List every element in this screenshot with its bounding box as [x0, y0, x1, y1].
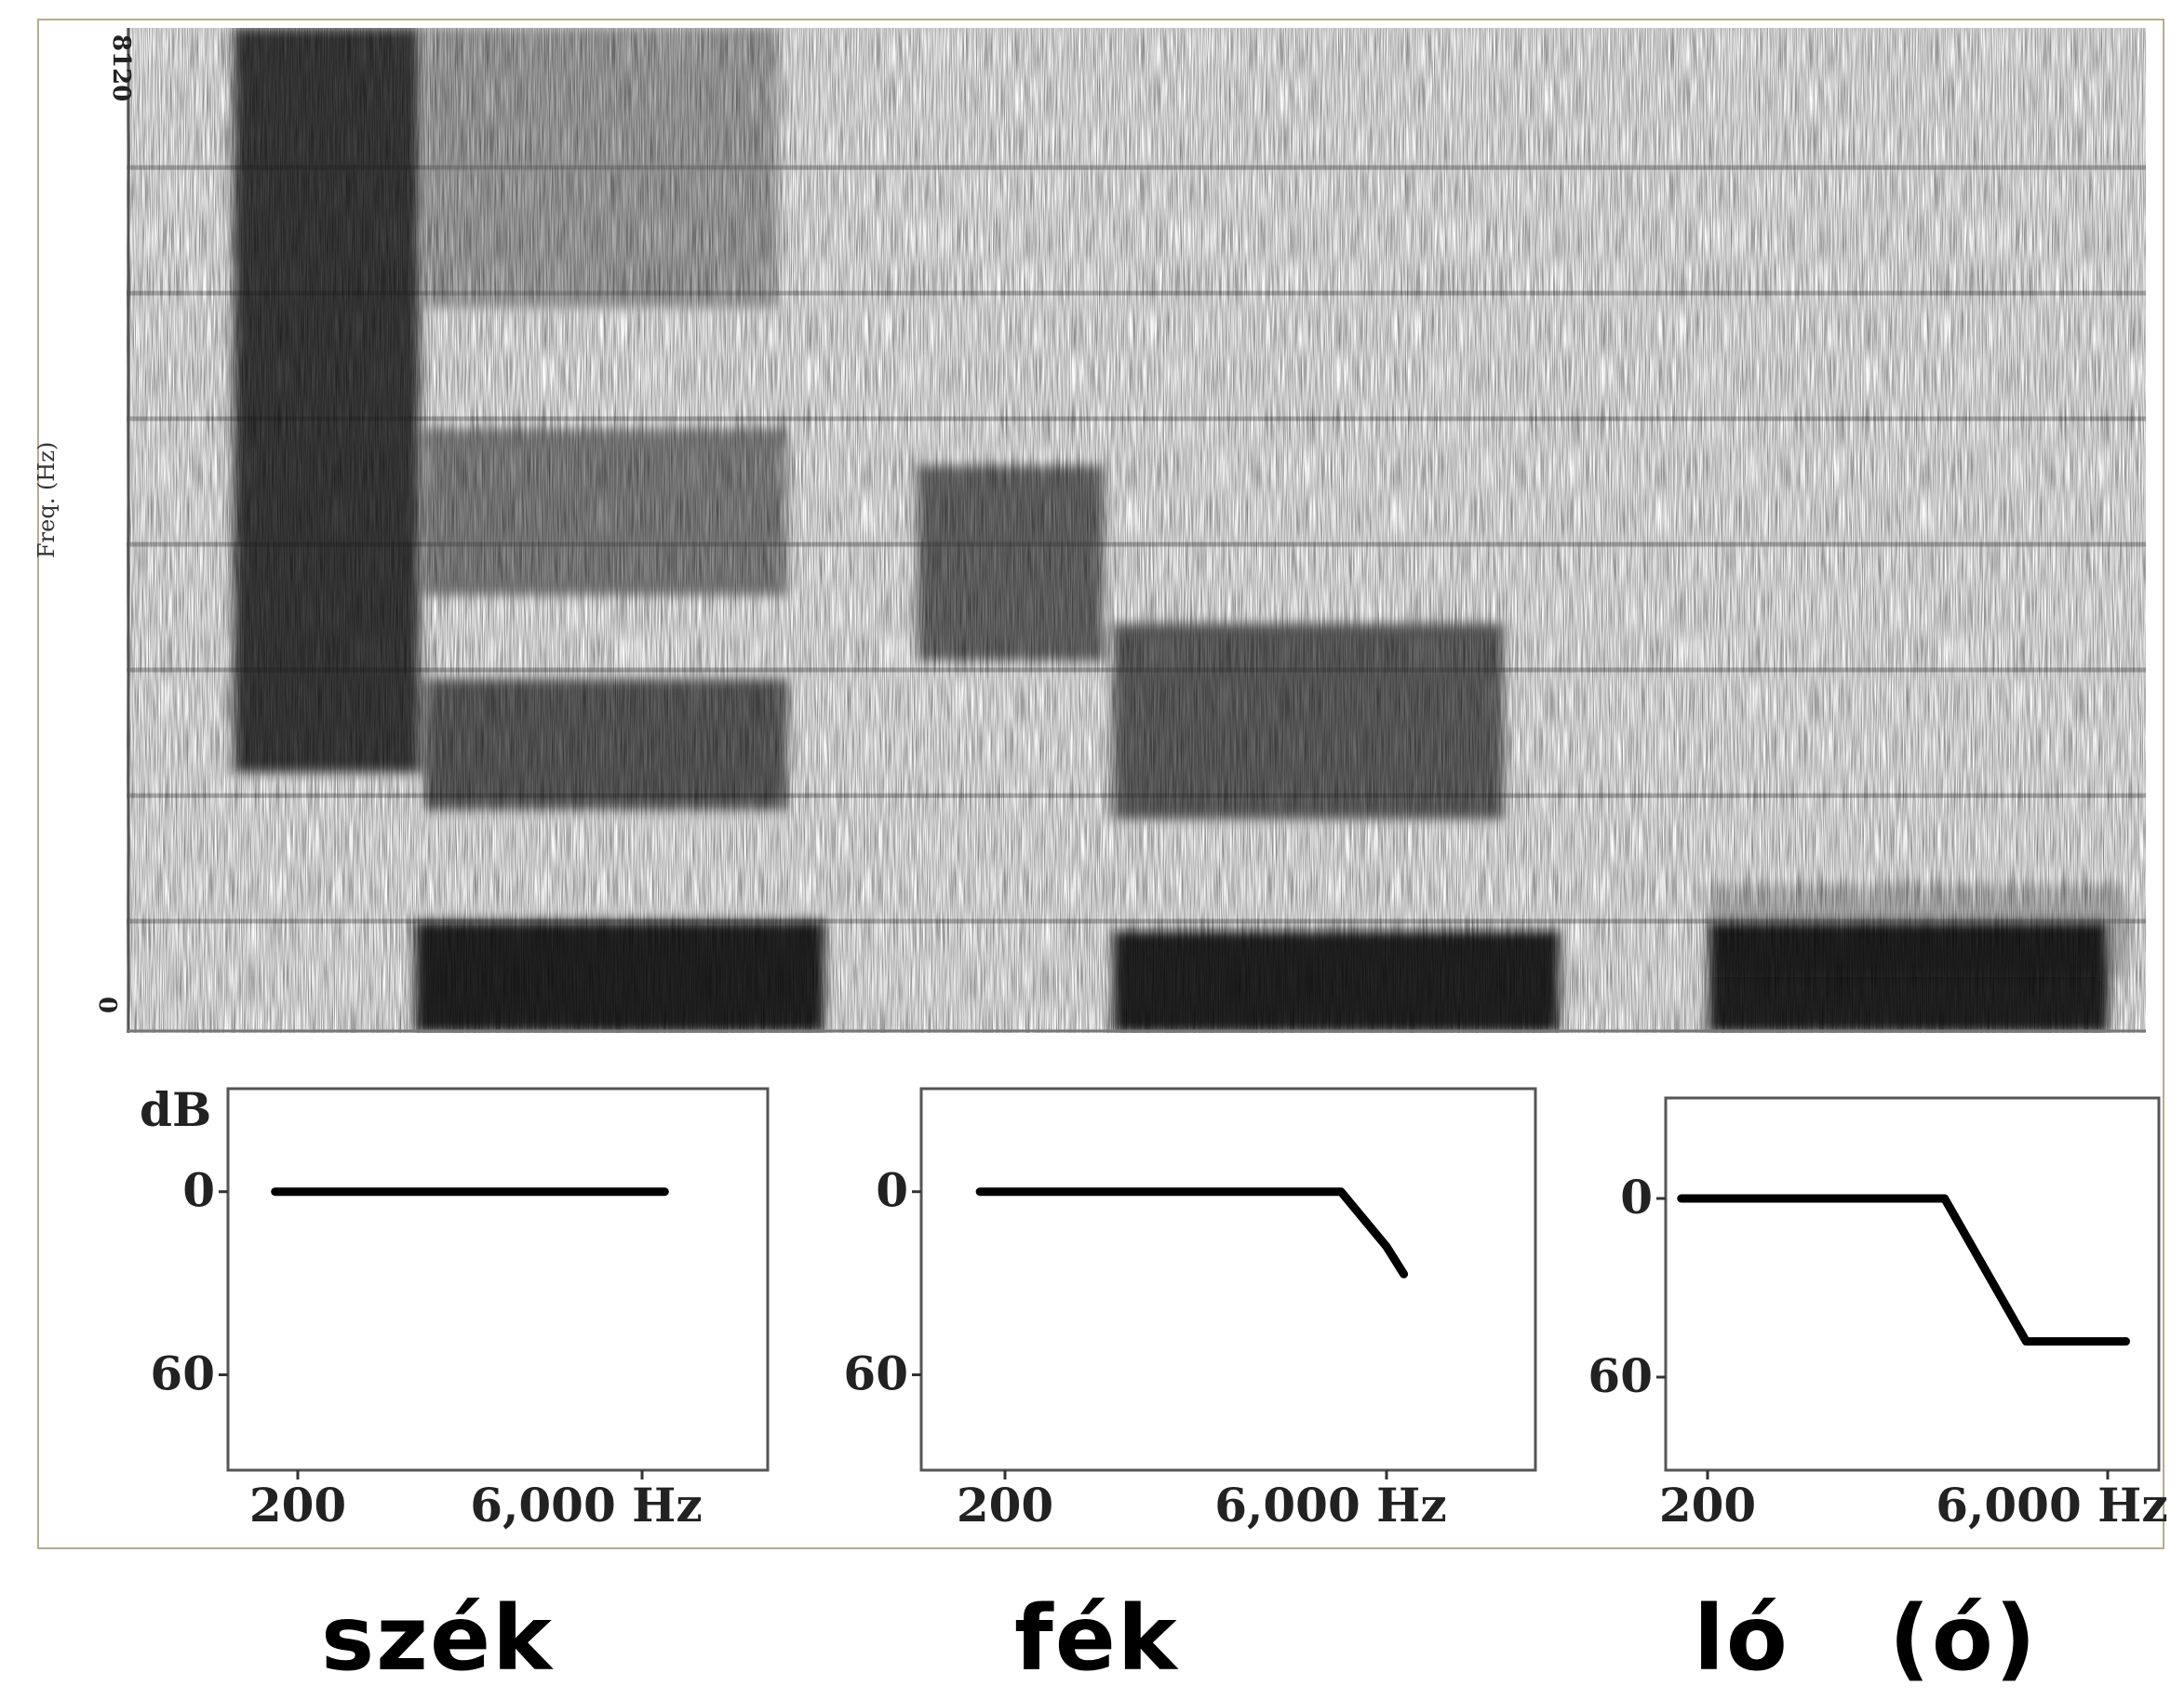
y-tick-label: 60 [843, 1346, 908, 1401]
caption-szek: szék [321, 1586, 554, 1691]
x-tick-label: 200 [957, 1478, 1053, 1533]
spectrogram-ylabel: Freq. (Hz) [33, 441, 60, 558]
x-tick-label: 6,000 Hz [470, 1478, 703, 1533]
response-line [1677, 1194, 2130, 1346]
spectrogram-ymin-label: 0 [93, 996, 122, 1014]
y-tick-label: 60 [1588, 1348, 1653, 1403]
plot-frame [919, 1087, 1537, 1472]
caption-lo-paren: (ó) [1889, 1586, 2038, 1691]
x-tick-label: 6,000 Hz [1214, 1478, 1447, 1533]
spectrogram: 8120 0 [93, 28, 2146, 1033]
x-tick-label: 200 [249, 1478, 346, 1533]
spectrogram-ymax-label: 8120 [107, 33, 136, 102]
y-tick-label: 0 [876, 1163, 908, 1218]
filter-panel-fek: 0 60 200 6,000 Hz [819, 1070, 1563, 1545]
caption-fek: fék [1014, 1586, 1179, 1691]
filter-panel-lo: 0 60 200 6,000 Hz [1573, 1070, 2168, 1545]
y-tick-label: 60 [150, 1346, 215, 1401]
y-axis-label: dB [140, 1082, 211, 1137]
y-tick-label: 0 [182, 1163, 215, 1218]
caption-lo: ló [1694, 1586, 1789, 1691]
filter-chart-lo: 0 60 200 6,000 Hz [1588, 1096, 2168, 1533]
spectrogram-svg [127, 28, 2146, 1033]
x-tick-label: 200 [1659, 1478, 1756, 1533]
y-tick-label: 0 [1620, 1170, 1653, 1225]
figure-frame [37, 19, 2164, 1549]
plot-frame [226, 1087, 770, 1472]
filter-panel-szek: 0 60 200 6,000 Hz dB [140, 1070, 810, 1545]
filter-chart-szek: 0 60 200 6,000 Hz dB [140, 1082, 770, 1533]
plot-frame [1664, 1096, 2161, 1472]
spectrogram-texture [127, 28, 2146, 1033]
filter-chart-fek: 0 60 200 6,000 Hz [843, 1087, 1537, 1533]
x-tick-label: 6,000 Hz [1936, 1478, 2168, 1533]
